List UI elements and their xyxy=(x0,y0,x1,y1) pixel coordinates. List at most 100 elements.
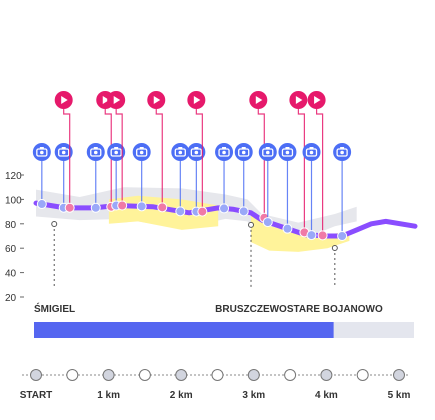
play-icon xyxy=(61,96,68,104)
camera-lens-icon xyxy=(40,150,44,155)
timeline-node[interactable] xyxy=(247,369,260,381)
timeline-node[interactable] xyxy=(320,369,333,381)
camera-lens-icon xyxy=(265,150,270,155)
camera-marker[interactable] xyxy=(171,143,190,217)
camera-lens-icon xyxy=(139,150,144,155)
route-point xyxy=(219,203,230,214)
play-icon xyxy=(153,96,161,104)
place-label: STARE BOJANOWO xyxy=(287,304,383,315)
camera-top-icon xyxy=(114,147,119,149)
camera-top-icon xyxy=(309,147,314,149)
play-icon xyxy=(255,96,263,104)
camera-top-icon xyxy=(194,147,199,149)
timeline-node[interactable] xyxy=(393,369,405,381)
camera-marker[interactable] xyxy=(333,143,352,241)
marker-stem xyxy=(155,109,163,208)
camera-top-icon xyxy=(93,147,98,149)
route-point xyxy=(337,231,348,241)
marker-stem xyxy=(316,109,324,236)
timeline-node[interactable] xyxy=(356,369,369,381)
timeline-node[interactable] xyxy=(211,369,224,381)
camera-top-icon xyxy=(265,147,270,149)
y-tick-label: 80 xyxy=(5,220,17,231)
y-tick-label: 20 xyxy=(5,293,17,304)
camera-marker[interactable] xyxy=(215,143,234,214)
play-icon xyxy=(102,96,110,104)
timeline-label: 1 km xyxy=(97,390,120,401)
timeline-node[interactable] xyxy=(30,369,42,381)
camera-lens-icon xyxy=(285,150,290,155)
route-point xyxy=(90,202,101,213)
route-point xyxy=(36,199,47,210)
camera-marker[interactable] xyxy=(132,143,151,212)
camera-marker[interactable] xyxy=(302,143,321,241)
video-marker[interactable] xyxy=(54,91,75,213)
marker-stem xyxy=(297,109,305,233)
route-point xyxy=(317,230,328,241)
camera-lens-icon xyxy=(194,150,199,155)
route-point xyxy=(157,202,168,213)
timeline-node[interactable] xyxy=(66,369,79,381)
timeline-node[interactable] xyxy=(284,369,297,381)
camera-lens-icon xyxy=(114,150,118,155)
play-icon xyxy=(295,96,303,104)
camera-lens-icon xyxy=(61,150,66,155)
route-point xyxy=(136,201,147,212)
route-point xyxy=(282,223,293,234)
timeline-node[interactable] xyxy=(138,369,151,381)
video-marker[interactable] xyxy=(187,91,208,217)
timeline-label: 3 km xyxy=(242,390,265,401)
camera-marker[interactable] xyxy=(86,143,105,213)
place-dot xyxy=(331,245,338,251)
camera-marker[interactable] xyxy=(258,143,277,228)
timeline-label: 4 km xyxy=(315,390,338,401)
place-label: ŚMIGIEL xyxy=(34,302,75,315)
marker-stem xyxy=(195,109,203,212)
camera-top-icon xyxy=(61,147,66,149)
video-marker[interactable] xyxy=(307,91,328,241)
marker-stem xyxy=(63,109,71,208)
camera-top-icon xyxy=(178,147,183,149)
route-point xyxy=(238,206,249,217)
camera-lens-icon xyxy=(222,150,226,155)
camera-marker[interactable] xyxy=(278,143,297,234)
camera-marker[interactable] xyxy=(187,143,206,217)
route-point xyxy=(262,217,273,228)
y-tick-label: 60 xyxy=(5,244,17,255)
route-point xyxy=(197,206,208,217)
video-marker[interactable] xyxy=(147,91,168,213)
play-icon xyxy=(314,96,321,104)
camera-top-icon xyxy=(222,147,227,149)
camera-top-icon xyxy=(39,147,44,149)
video-marker[interactable] xyxy=(249,91,270,223)
camera-top-icon xyxy=(241,147,246,149)
camera-lens-icon xyxy=(178,150,183,155)
camera-top-icon xyxy=(340,147,345,149)
y-tick-label: 100 xyxy=(5,195,22,206)
camera-lens-icon xyxy=(340,150,344,155)
place-dot xyxy=(248,221,255,228)
camera-lens-icon xyxy=(93,150,98,155)
place-dot xyxy=(51,221,58,228)
route-point xyxy=(175,206,186,217)
camera-marker[interactable] xyxy=(32,143,51,210)
timeline-node[interactable] xyxy=(102,369,115,381)
camera-lens-icon xyxy=(241,150,246,155)
timeline-label: START xyxy=(20,390,53,401)
y-tick-label: 120 xyxy=(5,171,22,182)
marker-stem xyxy=(104,109,112,207)
video-marker[interactable] xyxy=(289,91,310,238)
marker-stem xyxy=(257,109,265,218)
marker-stem xyxy=(115,109,123,206)
timeline-label: 5 km xyxy=(388,390,411,401)
timeline-label: 2 km xyxy=(170,390,193,401)
camera-top-icon xyxy=(285,147,290,149)
camera-marker[interactable] xyxy=(234,143,253,217)
progress-fill xyxy=(34,322,334,338)
place-label: BRUSZCZEWO xyxy=(215,304,287,315)
timeline-node[interactable] xyxy=(175,369,188,381)
play-icon xyxy=(193,96,201,104)
video-marker[interactable] xyxy=(107,91,128,211)
